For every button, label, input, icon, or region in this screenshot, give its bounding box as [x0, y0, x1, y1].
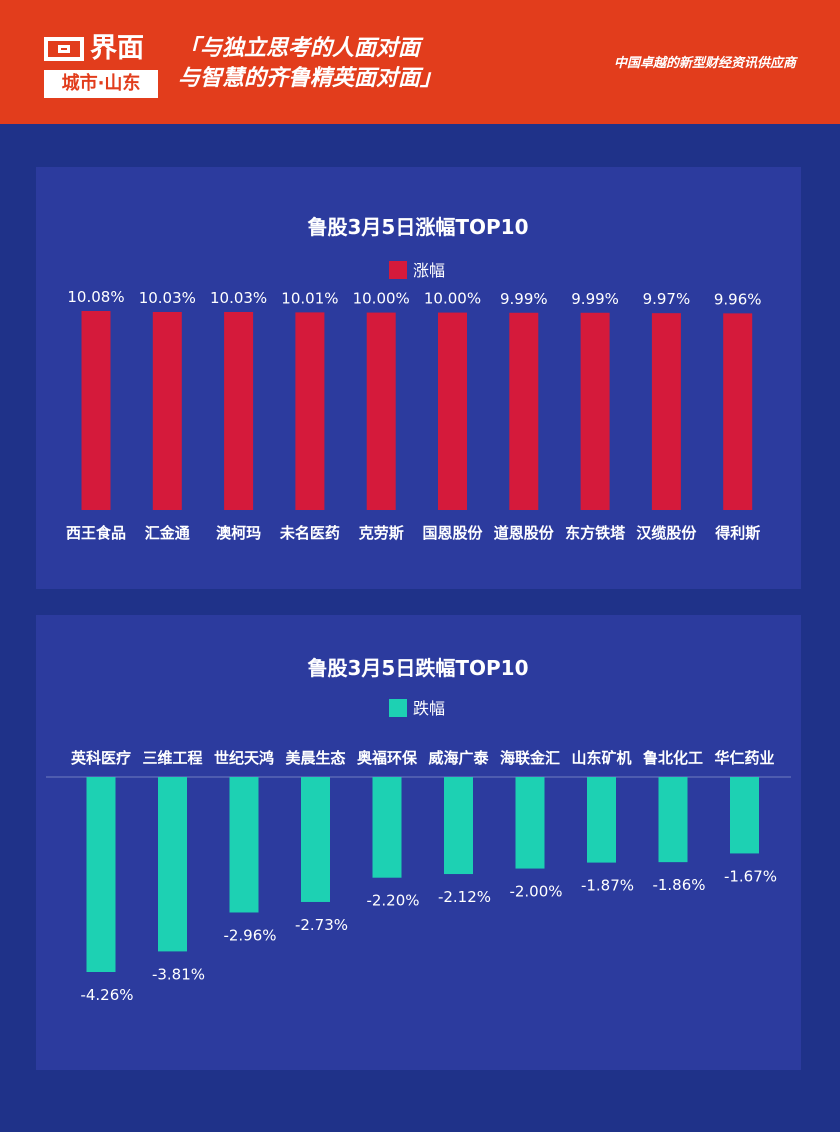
rise-value-label: 9.96% [714, 290, 762, 308]
fall-value-label: -3.81% [152, 965, 205, 983]
fall-category-label: 威海广泰 [428, 749, 489, 767]
rise-category-label: 东方铁塔 [565, 524, 626, 542]
slogan-line-2: 与智慧的齐鲁精英面对面」 [178, 66, 443, 91]
fall-value-label: -2.12% [438, 888, 491, 906]
rise-category-label: 西王食品 [66, 524, 126, 542]
tagline: 中国卓越的新型财经资讯供应商 [613, 56, 796, 71]
fall-legend-label: 跌幅 [413, 699, 445, 718]
fall-bar [658, 777, 688, 863]
rise-value-label: 9.97% [643, 290, 691, 308]
fall-category-label: 三维工程 [142, 749, 202, 767]
rise-category-label: 澳柯玛 [216, 524, 261, 542]
fall-bar [587, 777, 616, 863]
rise-category-label: 未名医药 [279, 524, 340, 542]
rise-legend-swatch [389, 261, 407, 279]
rise-legend-label: 涨幅 [413, 261, 445, 280]
rise-value-label: 10.00% [353, 290, 410, 308]
fall-value-label: -1.86% [652, 876, 705, 894]
rise-bar [509, 312, 539, 510]
rise-category-label: 克劳斯 [359, 524, 404, 542]
rise-chart-title: 鲁股3月5日涨幅TOP10 [308, 215, 529, 239]
rise-category-label: 道恩股份 [494, 524, 555, 542]
slogan: 「与独立思考的人面对面 与智慧的齐鲁精英面对面」 [178, 34, 442, 94]
rise-bar [580, 312, 610, 510]
rise-bar [295, 312, 325, 510]
rise-value-label: 10.00% [424, 290, 481, 308]
fall-category-label: 海联金汇 [500, 749, 560, 767]
fall-value-label: -2.00% [509, 883, 562, 901]
rise-bars: 10.08% 西王食品 10.03% 汇金通 10.03% 澳柯玛 10.01% 未名医药 10… [66, 288, 762, 542]
rise-bar [366, 312, 396, 510]
rise-bar [224, 311, 254, 510]
fall-category-label: 美晨生态 [285, 749, 345, 767]
fall-category-label: 世纪天鸿 [214, 749, 274, 767]
fall-value-label: -2.73% [295, 916, 348, 934]
logo-sub-text: 城市·山东 [44, 70, 158, 98]
fall-bar [444, 777, 473, 875]
slogan-line-1: 「与独立思考的人面对面 [178, 36, 421, 61]
rise-value-label: 10.08% [67, 288, 124, 306]
fall-bar [86, 777, 116, 972]
rise-category-label: 汉缆股份 [636, 524, 697, 542]
fall-bars: -4.26% 英科医疗 -3.81% 三维工程 -2.96% 世纪天鸿 -2.73% 美晨生态… [71, 749, 777, 1004]
fall-bar [730, 777, 759, 854]
fall-category-label: 山东矿机 [571, 749, 631, 767]
rise-bar [651, 313, 681, 510]
rise-bar [723, 313, 753, 510]
fall-category-label: 鲁北化工 [643, 749, 703, 767]
fall-chart: 鲁股3月5日跌幅TOP10 跌幅 -4.26% 英科医疗 -3.81% 三维工程 -2.… [46, 656, 791, 1004]
rise-bar [438, 312, 467, 510]
fall-chart-title: 鲁股3月5日跌幅TOP10 [308, 656, 529, 680]
fall-category-label: 华仁药业 [714, 749, 774, 767]
fall-bar [301, 777, 330, 902]
fall-value-label: -1.87% [581, 877, 634, 895]
rise-value-label: 10.01% [281, 289, 338, 307]
fall-value-label: -1.67% [724, 867, 777, 885]
rise-category-label: 得利斯 [714, 524, 760, 542]
fall-bar [229, 777, 259, 913]
jiemian-logo: 界面 城市·山东 [44, 32, 158, 98]
fall-bar [515, 777, 545, 869]
logo-main-text: 界面 [90, 33, 144, 64]
rise-value-label: 9.99% [571, 290, 619, 308]
rise-value-label: 9.99% [500, 290, 548, 308]
fall-bar [158, 777, 187, 952]
rise-chart: 鲁股3月5日涨幅TOP10 涨幅 10.08%西王食品10.03%汇金通10.0… [66, 215, 762, 542]
fall-category-label: 奥福环保 [357, 749, 418, 767]
fall-value-label: -4.26% [80, 986, 133, 1004]
rise-bar [152, 311, 182, 510]
fall-bar [372, 777, 402, 878]
rise-category-label: 汇金通 [145, 524, 190, 542]
rise-category-label: 国恩股份 [422, 524, 483, 542]
fall-value-label: -2.20% [366, 892, 419, 910]
logo-mark-icon [44, 37, 84, 61]
rise-value-label: 10.03% [139, 289, 196, 307]
fall-chart-panel: 鲁股3月5日跌幅TOP10 跌幅 -4.26% 英科医疗 -3.81% 三维工程 -2.… [36, 615, 801, 1070]
fall-value-label: -2.96% [223, 926, 276, 944]
rise-chart-panel: 鲁股3月5日涨幅TOP10 涨幅 10.08% 西王食品 10.03% 汇金通 10.0… [36, 167, 801, 589]
rise-bar [81, 311, 111, 510]
fall-category-label: 英科医疗 [71, 749, 131, 767]
rise-value-label: 10.03% [210, 289, 267, 307]
fall-legend-swatch [389, 699, 407, 717]
header-banner: 界面 城市·山东 「与独立思考的人面对面 与智慧的齐鲁精英面对面」 中国卓越的新… [0, 0, 840, 124]
